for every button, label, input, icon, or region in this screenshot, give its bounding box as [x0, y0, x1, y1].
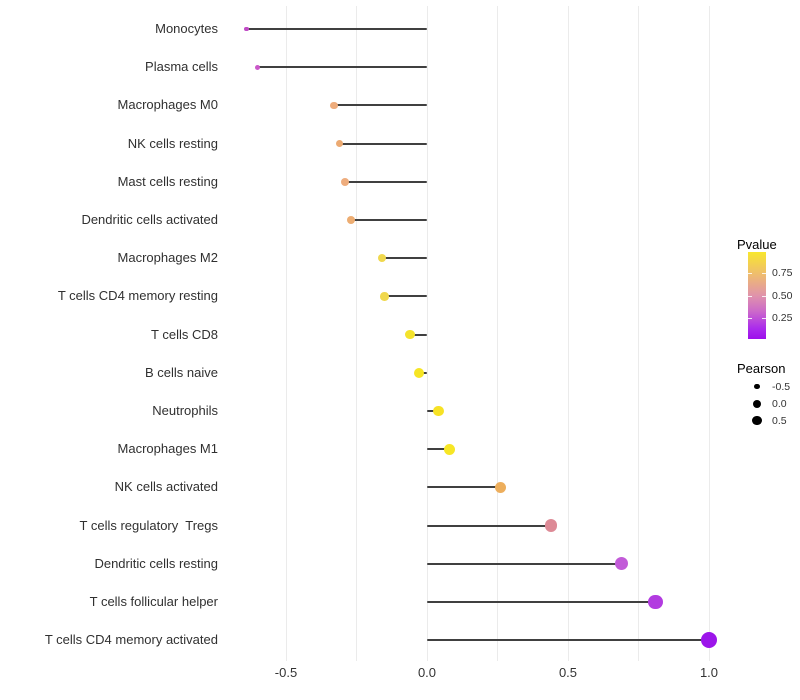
lollipop-stem [339, 142, 427, 145]
lollipop-dot [494, 481, 507, 494]
pearson-legend-dot [752, 415, 762, 426]
pearson-legend-label: 0.0 [772, 397, 787, 410]
lollipop-dot [648, 594, 663, 610]
lollipop-dot [341, 177, 350, 186]
y-axis-label: Plasma cells [145, 59, 218, 75]
lollipop-stem [427, 562, 622, 565]
lollipop-stem [410, 333, 427, 336]
y-axis-label: T cells regulatory Tregs [79, 517, 218, 533]
lollipop-dot [244, 26, 249, 32]
lollipop-stem [345, 180, 427, 183]
pearson-legend-dot [753, 399, 761, 408]
y-axis-label: T cells follicular helper [89, 594, 218, 609]
y-axis-label: T cells CD4 memory resting [57, 288, 218, 304]
lollipop-dot [330, 101, 338, 110]
colorbar-tick-label: 0.75 [772, 267, 793, 279]
lollipop-stem [350, 219, 427, 221]
gridline [285, 6, 287, 661]
lollipop-stem [427, 486, 501, 489]
lollipop-stem [384, 295, 427, 298]
pvalue-colorbar [748, 252, 766, 339]
y-axis-label: Macrophages M0 [117, 97, 218, 113]
lollipop-dot [615, 557, 629, 571]
lollipop-stem [427, 524, 552, 527]
lollipop-stem [333, 104, 427, 107]
y-axis-label: T cells CD8 [151, 326, 218, 342]
y-axis-label: Mast cells resting [117, 173, 218, 189]
lollipop-dot [444, 443, 456, 455]
lollipop-stem [427, 448, 450, 451]
gridline [426, 6, 428, 661]
lollipop-dot [377, 253, 387, 263]
lollipop-stem [246, 28, 427, 30]
y-axis-label: Neutrophils [152, 403, 218, 418]
lollipop-dot [433, 405, 444, 417]
colorbar-tick [762, 318, 766, 319]
colorbar-tick [748, 295, 752, 297]
lollipop-stem [381, 257, 427, 260]
lollipop-stem [427, 410, 439, 412]
colorbar-tick [748, 318, 752, 319]
x-axis-tick-label: 0.5 [558, 665, 578, 680]
gridline [356, 6, 357, 661]
lollipop-stem [257, 66, 427, 69]
lollipop-dot [701, 632, 717, 649]
colorbar-tick-label: 0.50 [772, 289, 793, 302]
pearson-legend-label: 0.5 [772, 414, 787, 427]
lollipop-stem [427, 601, 656, 603]
pearson-legend-label: -0.5 [772, 380, 791, 393]
y-axis-label: B cells naive [145, 364, 218, 380]
gridline [708, 6, 710, 661]
y-axis-label: NK cells activated [114, 479, 218, 495]
y-axis-label: Macrophages M2 [117, 250, 218, 266]
lollipop-dot [405, 329, 415, 340]
y-axis-label: NK cells resting [127, 135, 218, 151]
gridline [638, 6, 639, 661]
lollipop-dot [346, 216, 355, 224]
y-axis-label: Macrophages M1 [117, 441, 218, 457]
x-axis-tick-label: 1.0 [699, 665, 719, 680]
y-axis-label: Dendritic cells resting [94, 555, 218, 571]
pearson-legend-dot [754, 383, 760, 390]
lollipop-dot [255, 64, 261, 70]
x-axis-tick-label: 0.0 [417, 665, 437, 680]
y-axis-label: Dendritic cells activated [81, 212, 218, 227]
lollipop-dot [544, 519, 558, 532]
colorbar-tick [762, 273, 766, 274]
lollipop-stem [427, 639, 709, 642]
colorbar-tick [762, 295, 766, 297]
x-axis-tick-label: -0.5 [274, 665, 298, 680]
gridline [497, 6, 498, 661]
colorbar-tick [748, 273, 752, 274]
lollipop-dot [413, 367, 424, 378]
pearson-legend-title: Pearson [737, 361, 786, 376]
lollipop-dot [380, 292, 389, 301]
y-axis-label: T cells CD4 memory activated [44, 632, 218, 648]
colorbar-tick-label: 0.25 [772, 312, 793, 324]
lollipop-dot [335, 139, 344, 148]
pvalue-legend-title: Pvalue [737, 237, 777, 252]
y-axis-label: Monocytes [155, 21, 218, 36]
gridline [567, 6, 569, 661]
